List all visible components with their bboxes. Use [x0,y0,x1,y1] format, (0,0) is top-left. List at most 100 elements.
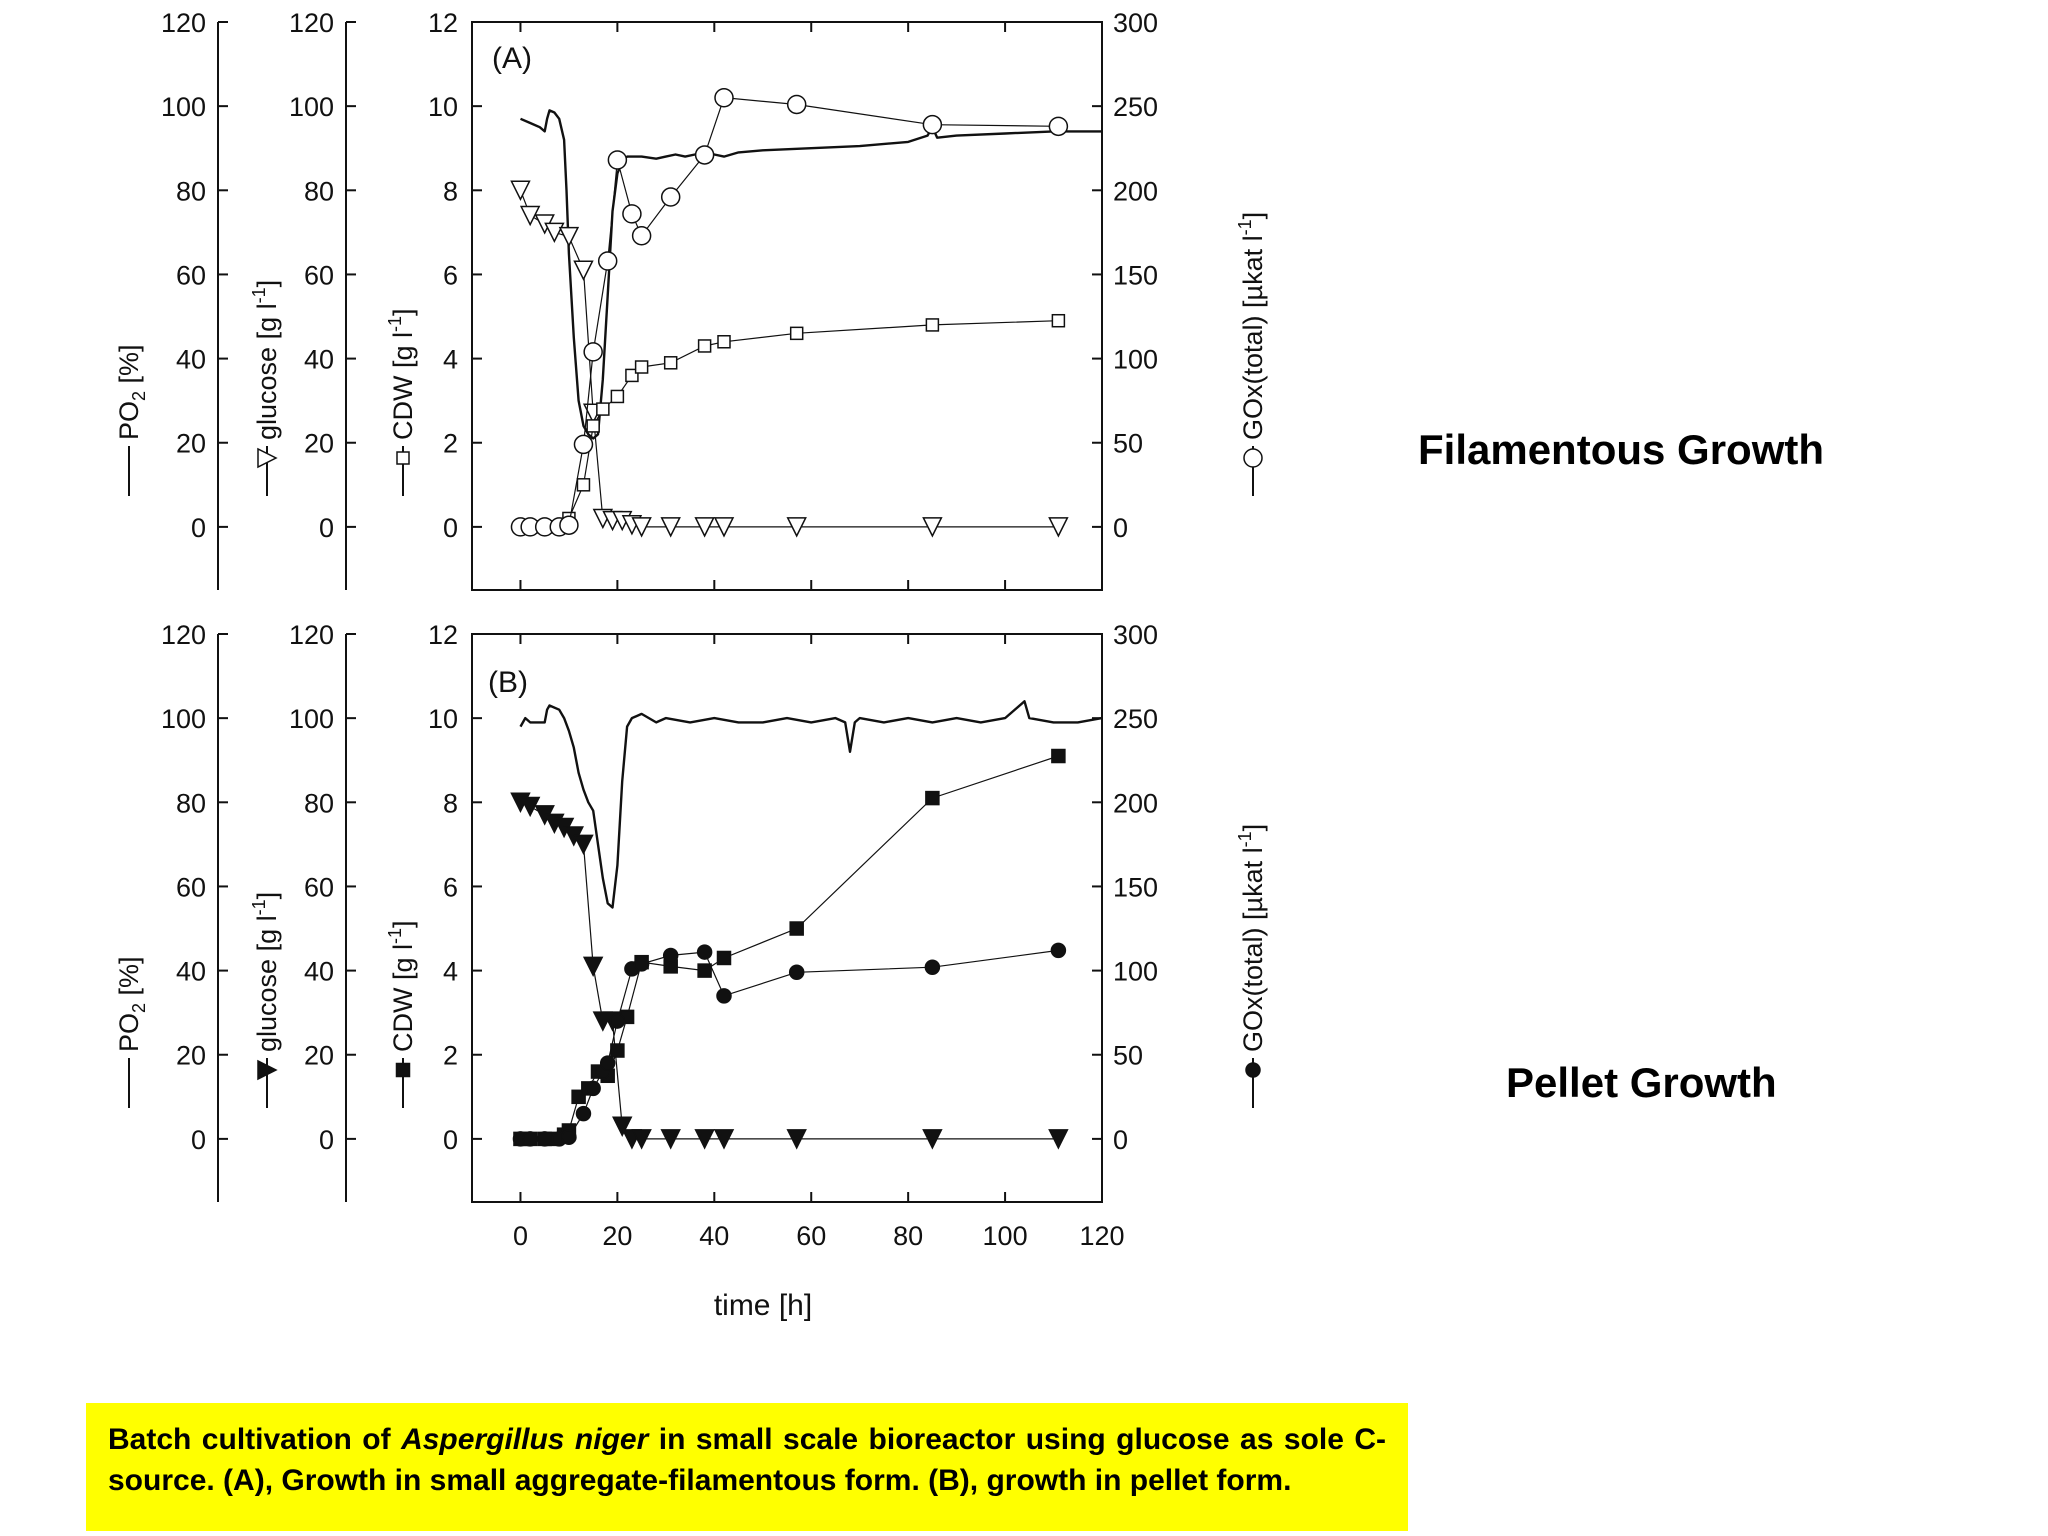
gox-title-text: GOx(total) [µkat l-1] [1235,824,1268,1052]
glucose-point [544,222,565,244]
glucose-connector [519,190,1059,528]
gox-title: GOx(total) [µkat l-1] [1235,212,1268,496]
glucose-point [510,180,531,201]
gox-point [696,944,713,960]
cdw-point [610,389,625,404]
gox-point [599,1055,616,1071]
gox-tick-label: 250 [1113,92,1158,122]
x-tick-label: 100 [983,1221,1028,1251]
glucose-tick-label: 20 [304,429,334,459]
gox-point [585,1080,601,1097]
glucose-point [582,956,604,978]
glucose-tick-label: 60 [304,872,334,902]
gox-point [631,225,652,246]
gox-point [662,947,679,964]
po2-tick-label: 60 [176,260,206,290]
po2-tick-label: 0 [191,1125,206,1155]
cdw-tick-label: 2 [443,429,458,459]
plot-frame-b [471,633,1103,1203]
gox-tick-label: 0 [1113,1125,1128,1155]
cdw-tick-label: 8 [443,788,458,818]
glucose-point [786,1129,807,1150]
gox-legend-marker [1243,448,1263,468]
x-tick-label: 20 [602,1221,632,1251]
cdw-tick-label: 4 [443,957,458,987]
glucose-point [612,1116,633,1137]
cdw-point [610,1043,625,1058]
panel-a-filamentous: (A)0246810120501001502002503000204060801… [114,8,1268,591]
gox-point [609,1013,626,1029]
cdw-point [717,335,731,349]
cdw-point [789,326,804,341]
gox-tick-label: 300 [1113,620,1158,650]
cdw-tick-label: 6 [443,872,458,902]
gox-point [633,956,650,972]
glucose-point [573,260,594,281]
gox-point [788,964,805,981]
cdw-point [586,419,600,433]
gox-point [1050,942,1067,959]
glucose-point [786,517,807,538]
cdw-point [596,402,610,416]
gox-tick-label: 100 [1113,957,1158,987]
cdw-point [1051,748,1066,764]
cdw-point [925,318,940,332]
cdw-title-text: CDW [g l-1] [385,308,418,440]
gox-point [522,1131,538,1147]
gox-point [714,87,734,108]
cdw-tick-label: 0 [443,1125,458,1155]
series-glucose-a [510,180,1069,538]
x-axis-label: time [h] [714,1289,812,1322]
gox-connector [520,97,1059,528]
plot-frame-a [471,21,1103,591]
glucose-legend-marker [257,447,278,469]
gox-point [716,988,732,1004]
x-tick-label: 60 [796,1221,826,1251]
gox-tick-label: 150 [1113,260,1158,290]
panel-b-pellet: (B)0 20 40 60 80 100 1200246810120501001502002… [114,620,1268,1251]
po2-tick-label: 120 [161,8,206,38]
po2-tick-label: 80 [176,176,206,206]
glucose-point [573,834,594,856]
cdw-tick-label: 12 [428,8,458,38]
cdw-title: CDW [g l-1] [385,308,418,496]
gox-tick-label: 200 [1113,176,1158,206]
po2-tick-label: 80 [176,788,206,818]
po2-tick-label: 100 [161,92,206,122]
gox-connector [520,949,1059,1140]
gox-tick-label: 250 [1113,704,1158,734]
glucose-tick-label: 120 [289,8,334,38]
gox-tick-label: 100 [1113,345,1158,375]
cdw-point [634,360,649,374]
po2-tick-label: 20 [176,429,206,459]
glucose-tick-label: 20 [304,1041,334,1071]
glucose-point [631,517,652,538]
glucose-tick-label: 80 [304,176,334,206]
caption-part-2: in small scale bioreactor using glucose … [108,1423,1386,1497]
cdw-tick-label: 12 [428,620,458,650]
x-tick-label: 0 [513,1221,528,1251]
po2-title: PO2 [%] [114,956,149,1108]
gox-tick-label: 300 [1113,8,1158,38]
caption-species: Aspergillus niger [401,1423,649,1456]
po2-tick-label: 40 [176,345,206,375]
gox-point [607,150,628,170]
glucose-title-text: glucose [g l-1] [249,280,282,440]
glucose-title: glucose [g l-1] [249,892,282,1108]
glucose-point [660,1129,681,1150]
glucose-point [922,1129,943,1150]
cdw-tick-label: 10 [428,704,458,734]
glucose-point [1048,1129,1069,1150]
glucose-point [631,1129,652,1150]
cdw-point [697,339,712,353]
glucose-point [713,517,735,538]
series-gox-b [512,942,1067,1147]
gox-tick-label: 50 [1113,429,1143,459]
cdw-tick-label: 4 [443,345,458,375]
figure-caption: Batch cultivation of Aspergillus niger i… [86,1403,1408,1531]
glucose-point [558,226,580,248]
gox-tick-label: 50 [1113,1041,1143,1071]
gox-title-text: GOx(total) [µkat l-1] [1235,212,1268,440]
gox-point [622,204,642,224]
